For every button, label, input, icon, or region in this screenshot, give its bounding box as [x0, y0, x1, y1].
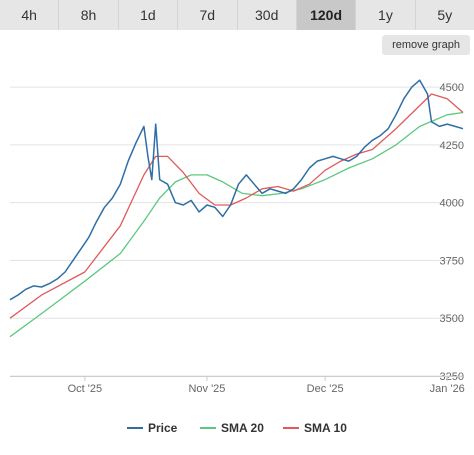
- legend-item-sma-20[interactable]: SMA 20: [200, 421, 264, 435]
- y-tick-label: 4250: [440, 140, 464, 152]
- legend-label: SMA 20: [221, 421, 264, 435]
- timeframe-tabs: 4h 8h 1d 7d 30d 120d 1y 5y: [0, 0, 474, 30]
- tab-120d[interactable]: 120d: [296, 0, 357, 30]
- y-tick-label: 4500: [440, 82, 464, 94]
- tab-5y[interactable]: 5y: [415, 0, 474, 30]
- legend-label: Price: [148, 421, 178, 435]
- legend-item-price[interactable]: Price: [127, 421, 178, 435]
- y-tick-label: 3750: [440, 255, 464, 267]
- series-line-price: [9, 79, 464, 301]
- tab-30d[interactable]: 30d: [237, 0, 297, 30]
- tab-8h[interactable]: 8h: [59, 0, 119, 30]
- y-tick-label: 4000: [440, 198, 464, 210]
- x-tick-label: Nov '25: [188, 383, 225, 395]
- series-line-sma-10: [9, 93, 464, 319]
- tab-1y[interactable]: 1y: [356, 0, 416, 30]
- tab-7d[interactable]: 7d: [178, 0, 238, 30]
- x-tick-label: Oct '25: [68, 383, 103, 395]
- y-tick-label: 3500: [440, 313, 464, 325]
- series-line-sma-20: [9, 111, 464, 338]
- remove-graph-button[interactable]: remove graph: [382, 35, 470, 55]
- legend-item-sma-10[interactable]: SMA 10: [283, 421, 347, 435]
- x-tick-label: Jan '26: [430, 383, 465, 395]
- legend-label: SMA 10: [304, 421, 347, 435]
- x-tick-label: Dec '25: [307, 383, 344, 395]
- tab-4h[interactable]: 4h: [0, 0, 60, 30]
- tab-1d[interactable]: 1d: [118, 0, 179, 30]
